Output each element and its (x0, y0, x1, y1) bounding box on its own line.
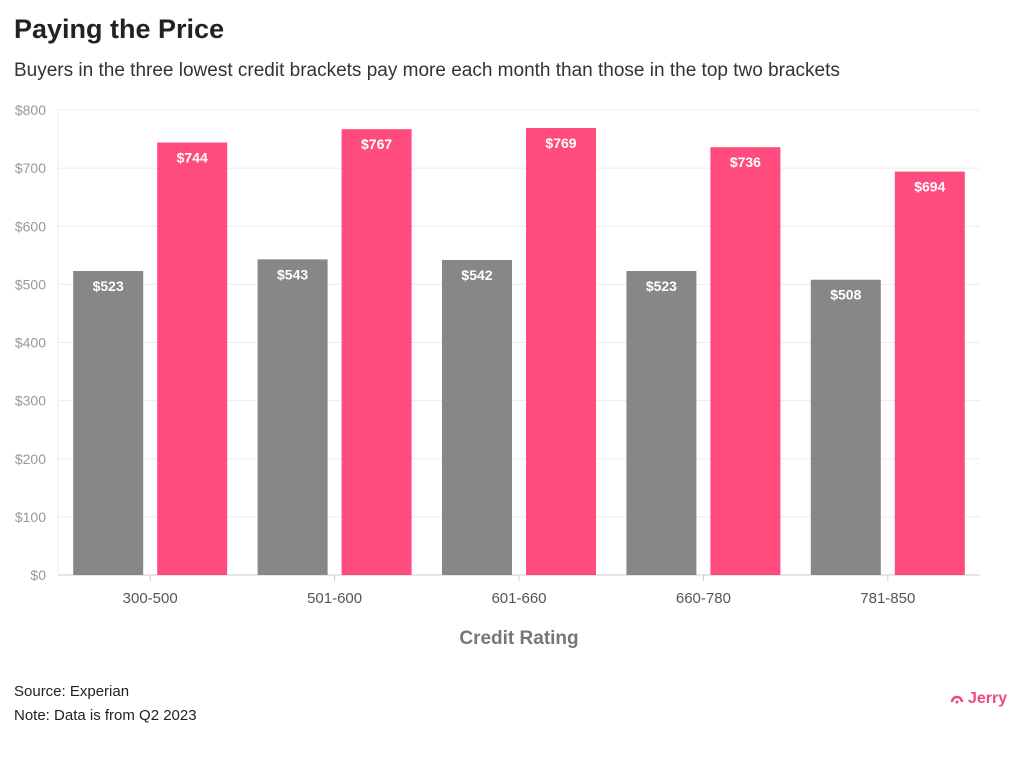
source-note: Source: Experian (14, 683, 130, 700)
y-tick-label: $500 (15, 276, 46, 292)
y-tick-label: $800 (15, 102, 46, 118)
bar (810, 279, 881, 575)
jerry-logo: Jerry (950, 690, 1007, 708)
data-label: $523 (646, 278, 677, 294)
data-label: $543 (277, 266, 308, 282)
bar (442, 259, 512, 575)
x-tick-label: 300-500 (123, 590, 178, 607)
x-tick-label: 501-600 (307, 590, 362, 607)
data-label: $769 (545, 135, 576, 151)
data-note: Note: Data is from Q2 2023 (14, 707, 197, 724)
data-label: $767 (361, 136, 392, 152)
bar (257, 259, 328, 575)
y-tick-label: $700 (15, 160, 46, 176)
data-label: $736 (730, 154, 761, 170)
bar (526, 128, 596, 576)
x-axis-title: Credit Rating (459, 628, 578, 649)
x-tick-label: 660-780 (676, 590, 731, 607)
data-label: $508 (830, 287, 861, 303)
data-label: $542 (461, 267, 492, 283)
bar (894, 171, 965, 576)
data-label: $523 (93, 278, 124, 294)
data-label: $694 (914, 179, 945, 195)
y-tick-label: $0 (30, 567, 46, 583)
chart-title: Paying the Price (14, 14, 225, 44)
y-tick-label: $300 (15, 393, 46, 409)
bar (73, 271, 144, 575)
logo-icon (950, 695, 964, 704)
y-tick-label: $200 (15, 451, 46, 467)
bar (710, 147, 781, 575)
y-tick-label: $400 (15, 335, 46, 351)
y-tick-label: $600 (15, 218, 46, 234)
y-tick-label: $100 (15, 509, 46, 525)
bar (626, 271, 697, 575)
x-tick-label: 601-660 (491, 590, 546, 607)
logo-text: Jerry (968, 690, 1008, 707)
x-tick-label: 781-850 (860, 590, 915, 607)
data-label: $744 (177, 150, 208, 166)
bar (341, 129, 412, 575)
chart-subtitle: Buyers in the three lowest credit bracke… (14, 60, 840, 81)
bar (157, 142, 228, 576)
